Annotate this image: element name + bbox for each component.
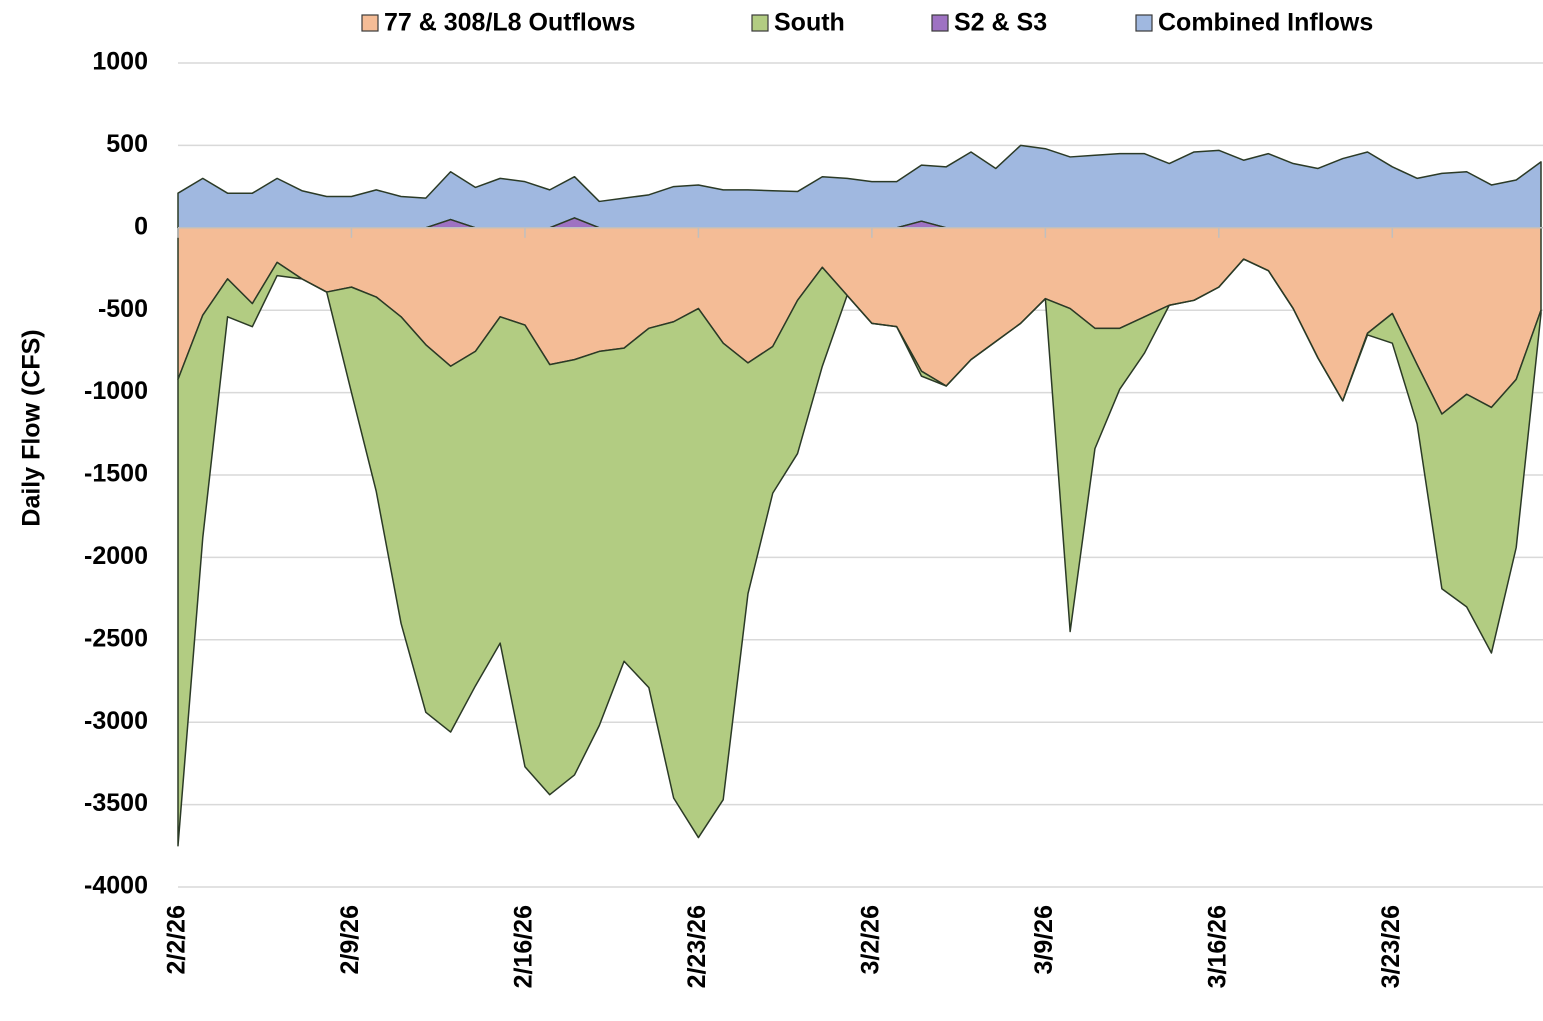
area: [177, 258, 1542, 847]
legend-label: Combined Inflows: [1158, 9, 1373, 37]
x-tick-label: 3/23/26: [1377, 905, 1405, 988]
y-tick-label: -3500: [84, 789, 148, 817]
x-tick-label: 3/9/26: [1030, 905, 1058, 975]
legend-swatch: [931, 14, 949, 32]
x-tick-label: 2/9/26: [336, 905, 364, 975]
x-tick-label: 2/2/26: [163, 905, 191, 975]
y-tick-label: 0: [134, 212, 148, 240]
y-tick-label: 1000: [92, 48, 148, 76]
y-tick-label: -500: [98, 295, 148, 323]
legend-swatch: [361, 14, 379, 32]
x-tick-label: 3/2/26: [857, 905, 885, 975]
x-tick-label: 3/16/26: [1203, 905, 1231, 988]
legend-label: S2 & S3: [954, 9, 1047, 37]
y-axis-title: Daily Flow (CFS): [18, 329, 46, 526]
y-tick-label: -2500: [84, 624, 148, 652]
y-tick-label: -1500: [84, 460, 148, 488]
y-tick-label: -2000: [84, 542, 148, 570]
y-tick-label: -4000: [84, 872, 148, 900]
legend-swatch: [751, 14, 769, 32]
y-tick-label: 500: [106, 130, 148, 158]
x-tick-label: 2/16/26: [510, 905, 538, 988]
legend-label: South: [774, 9, 845, 37]
legend-swatch: [1135, 14, 1153, 32]
legend-label: 77 & 308/L8 Outflows: [384, 9, 635, 37]
y-tick-label: -3000: [84, 707, 148, 735]
area: [177, 144, 1542, 229]
y-tick-label: -1000: [84, 377, 148, 405]
x-tick-label: 2/23/26: [683, 905, 711, 988]
